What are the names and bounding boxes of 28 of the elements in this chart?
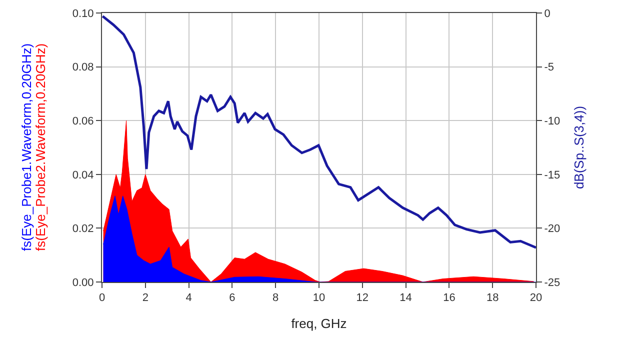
- x-tick-label: 4: [186, 292, 192, 304]
- x-tick-label: 10: [312, 292, 326, 304]
- y-tick-label: 0.06: [72, 115, 94, 128]
- y2-axis-title: dB(Sp..S(3,4)): [572, 106, 587, 190]
- y2-tick-label: -10: [544, 115, 560, 128]
- x-tick-label: 8: [272, 292, 279, 304]
- y2-tick-label: 0: [544, 8, 550, 20]
- y-tick-label: 0.04: [72, 169, 94, 182]
- line-series: [102, 14, 536, 249]
- x-tick-label: 2: [142, 292, 148, 304]
- x-tick-label: 14: [400, 292, 412, 304]
- y2-tick-label: -25: [544, 276, 560, 289]
- y2-tick-label: -20: [544, 223, 560, 236]
- x-tick-label: 0: [98, 292, 106, 304]
- x-tick-label: 16: [443, 292, 456, 304]
- y2-tick-label: -5: [544, 62, 554, 74]
- y-tick-label: 0.00: [72, 276, 94, 289]
- x-tick-label: 20: [530, 292, 542, 304]
- x-tick-label: 18: [486, 292, 499, 304]
- text: fs(Eye_Probe2.Waveform,0.20GHz): [33, 43, 48, 251]
- y-tick-label: 0.08: [72, 62, 94, 74]
- y2-tick-label: -15: [544, 169, 560, 182]
- y-tick-label: 0.10: [72, 8, 94, 20]
- text: fs(Eye_Probe1.Waveform,0.20GHz): [19, 43, 34, 251]
- y-tick-label: 0.02: [72, 223, 94, 236]
- x-tick-label: 12: [356, 292, 369, 304]
- x-axis-title: freq, GHz: [291, 316, 347, 331]
- x-tick-label: 6: [229, 292, 236, 304]
